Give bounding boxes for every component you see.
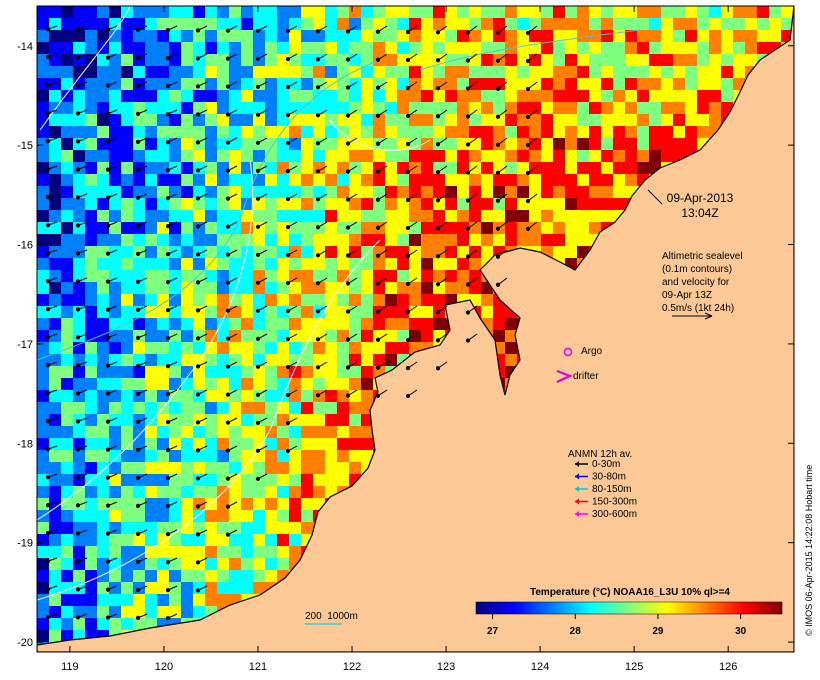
colorbar: Temperature (°C) NOAA16_L3U 10% ql>=4 27… <box>475 587 783 637</box>
altimetry-line-1: Altimetric sealevel <box>662 251 743 262</box>
drifter-marker <box>556 369 573 383</box>
anmn-item-label: 150-300m <box>592 497 637 508</box>
altimetry-line-5: 0.5m/s (1kt 24h) <box>662 303 734 314</box>
colorbar-tick-label: 27 <box>487 626 499 637</box>
velocity-arrows <box>45 25 538 621</box>
y-tick-label: -17 <box>17 339 33 351</box>
anmn-item-label: 300-600m <box>592 509 637 520</box>
x-tick-label: 122 <box>343 661 361 673</box>
y-axis: -14 -15 -16 -17 -18 -19 -20 <box>17 41 794 649</box>
x-tick-label: 123 <box>437 661 455 673</box>
anmn-item-arrow-head <box>575 511 579 517</box>
anmn-item-label: 80-150m <box>592 484 631 495</box>
argo-marker <box>563 347 573 357</box>
x-axis: 119 120 121 122 123 124 125 126 <box>61 6 737 673</box>
land-kimberley <box>37 6 794 652</box>
date-line2: 13:04Z <box>681 206 718 220</box>
colorbar-tick-label: 28 <box>570 626 582 637</box>
scale-arrow-head <box>704 312 713 320</box>
anmn-item-label: 30-80m <box>592 472 626 483</box>
colorbar-bar <box>475 601 783 615</box>
argo-label: Argo <box>581 346 603 357</box>
sealevel-contours <box>37 6 431 601</box>
colorbar-tick-label: 29 <box>652 626 664 637</box>
colorbar-title: Temperature (°C) NOAA16_L3U 10% ql>=4 <box>530 587 730 598</box>
x-tick-label: 126 <box>719 661 737 673</box>
map-frame-border <box>36 5 795 653</box>
x-tick-label: 124 <box>531 661 549 673</box>
anmn-item-arrow-head <box>575 498 579 505</box>
anmn-item-label: 0-30m <box>592 459 620 470</box>
y-tick-label: -18 <box>17 438 33 450</box>
y-tick-label: -15 <box>17 140 33 152</box>
bathy-legend-label: 200 1000m <box>305 611 358 622</box>
anmn-item-arrow-head <box>575 473 579 480</box>
date-line1: 09-Apr-2013 <box>667 191 734 205</box>
y-tick-label: -14 <box>17 41 33 53</box>
bathymetry-contours <box>37 29 641 361</box>
y-tick-label: -19 <box>17 538 33 550</box>
anmn-item-arrow-head <box>575 486 579 492</box>
altimetry-line-3: and velocity for <box>662 277 730 288</box>
x-tick-label: 120 <box>155 661 173 673</box>
x-tick-label: 121 <box>249 661 267 673</box>
x-tick-label: 125 <box>625 661 643 673</box>
altimetry-note: Altimetric sealevel (0.1m contours) and … <box>662 251 743 320</box>
drifter-label: drifter <box>573 371 599 382</box>
date-pointer <box>647 189 663 205</box>
anmn-item-arrow-head <box>575 461 579 467</box>
anmn-title: ANMN 12h av. <box>568 449 632 460</box>
y-tick-label: -16 <box>17 240 33 252</box>
map-area <box>37 6 794 652</box>
altimetry-line-4: 09-Apr 13Z <box>662 290 712 301</box>
x-tick-label: 119 <box>61 661 79 673</box>
y-tick-label: -20 <box>17 637 33 649</box>
altimetry-line-2: (0.1m contours) <box>662 264 732 275</box>
credit-text: © IMOS 06-Apr-2015 14:22:08 Hobart time <box>804 465 814 636</box>
colorbar-tick-label: 30 <box>735 626 747 637</box>
